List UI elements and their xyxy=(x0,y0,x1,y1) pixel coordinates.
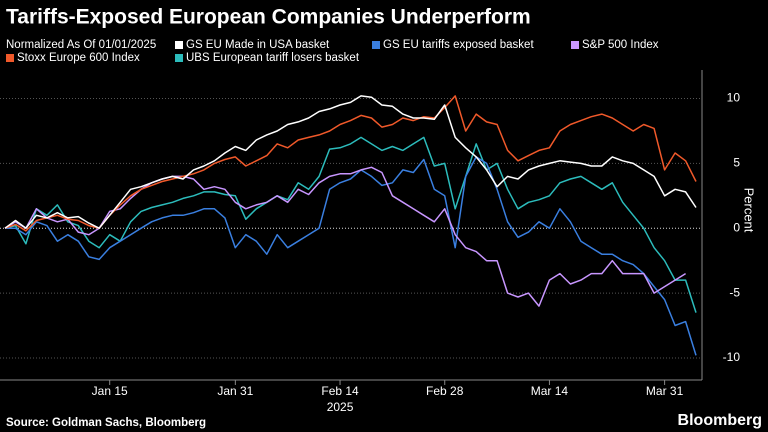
y-tick-label: 0 xyxy=(733,220,740,234)
brand: Bloomberg xyxy=(678,412,762,429)
legend-swatch xyxy=(175,54,183,62)
legend-label: GS EU tariffs exposed basket xyxy=(383,39,534,51)
y-tick-label: 5 xyxy=(733,156,740,170)
legend-label: GS EU Made in USA basket xyxy=(186,39,330,51)
legend-swatch xyxy=(175,41,183,49)
legend-label: S&P 500 Index xyxy=(582,39,659,51)
legend-swatch xyxy=(571,41,579,49)
series-line xyxy=(4,95,697,229)
series-line xyxy=(4,166,686,307)
legend-label: Stoxx Europe 600 Index xyxy=(17,52,140,64)
legend-title: Normalized As Of 01/01/2025 xyxy=(6,39,156,51)
x-tick-label: Feb 28 xyxy=(426,384,464,398)
legend-label: UBS European tariff losers basket xyxy=(186,52,360,64)
series-line xyxy=(5,156,697,356)
x-tick-label: Mar 14 xyxy=(531,384,569,398)
legend-swatch xyxy=(6,54,14,62)
y-tick-label: -10 xyxy=(723,350,741,364)
series-line xyxy=(4,95,697,232)
x-tick-label: Jan 15 xyxy=(92,384,128,398)
y-axis-label: Percent xyxy=(742,188,757,233)
x-tick-label: Jan 31 xyxy=(217,384,253,398)
chart-title: Tariffs-Exposed European Companies Under… xyxy=(6,6,531,29)
source: Source: Goldman Sachs, Bloomberg xyxy=(6,417,206,429)
y-tick-label: 10 xyxy=(727,91,741,105)
x-tick-label: Mar 31 xyxy=(646,384,684,398)
legend-swatch xyxy=(372,41,380,49)
x-axis-label: 2025 xyxy=(327,400,354,414)
x-tick-label: Feb 14 xyxy=(321,384,359,398)
y-tick-label: -5 xyxy=(729,285,740,299)
